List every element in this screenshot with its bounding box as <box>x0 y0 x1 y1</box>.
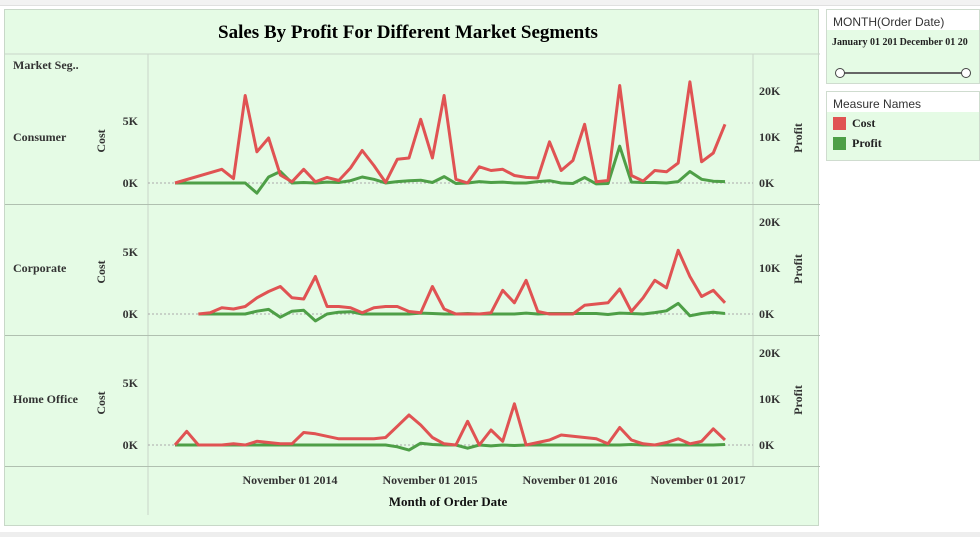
row-header: Market Seg.. <box>13 58 79 72</box>
right-tick-10k-corporate: 10K <box>759 261 781 275</box>
date-filter-title: MONTH(Order Date) <box>827 10 979 30</box>
right-tick-10k-consumer: 10K <box>759 130 781 144</box>
left-tick-5k-home-office: 5K <box>123 376 139 390</box>
right-axis-title-consumer: Profit <box>791 123 805 153</box>
profit-line-consumer <box>175 144 726 195</box>
date-range-end: December 01 20 <box>899 37 968 48</box>
chart-svg: Sales By Profit For Different Market Seg… <box>5 22 820 515</box>
right-axis-title-corporate: Profit <box>791 254 805 284</box>
right-tick-20k-consumer: 20K <box>759 84 781 98</box>
legend-item-cost[interactable]: Cost <box>827 112 979 132</box>
x-tick-label: November 01 2017 <box>650 473 745 487</box>
right-tick-0k-corporate: 0K <box>759 307 775 321</box>
legend-swatch-profit <box>833 137 846 150</box>
x-tick-label: November 01 2015 <box>382 473 477 487</box>
right-tick-0k-consumer: 0K <box>759 176 775 190</box>
right-axis-title-home-office: Profit <box>791 385 805 415</box>
date-filter-card: MONTH(Order Date) January 01 201 Decembe… <box>826 9 980 84</box>
legend-item-profit[interactable]: Profit <box>827 132 979 152</box>
slider-start-handle[interactable] <box>835 68 845 78</box>
cost-line-corporate <box>198 248 727 316</box>
right-tick-20k-home-office: 20K <box>759 346 781 360</box>
date-range-slider[interactable] <box>835 68 971 78</box>
chart-title: Sales By Profit For Different Market Seg… <box>218 22 598 43</box>
left-tick-0k-corporate: 0K <box>123 307 139 321</box>
left-axis-title-consumer: Cost <box>94 129 108 152</box>
measure-legend-card: Measure Names Cost Profit <box>826 91 980 161</box>
bottom-strip <box>0 532 980 537</box>
legend-label-cost: Cost <box>852 116 876 130</box>
left-tick-5k-consumer: 5K <box>123 114 139 128</box>
slider-track[interactable] <box>839 72 967 74</box>
segment-label-consumer: Consumer <box>13 130 67 144</box>
date-range-labels: January 01 201 December 01 20 <box>827 30 979 48</box>
left-tick-0k-home-office: 0K <box>123 438 139 452</box>
left-axis-title-home-office: Cost <box>94 391 108 414</box>
right-tick-20k-corporate: 20K <box>759 215 781 229</box>
legend-swatch-cost <box>833 117 846 130</box>
right-tick-10k-home-office: 10K <box>759 392 781 406</box>
x-axis-title: Month of Order Date <box>389 494 508 509</box>
right-tick-0k-home-office: 0K <box>759 438 775 452</box>
chart-viz-pane: Sales By Profit For Different Market Seg… <box>4 9 820 526</box>
x-tick-label: November 01 2014 <box>242 473 337 487</box>
top-toolbar-strip <box>0 0 980 6</box>
left-tick-0k-consumer: 0K <box>123 176 139 190</box>
left-tick-5k-corporate: 5K <box>123 245 139 259</box>
segment-label-corporate: Corporate <box>13 261 67 275</box>
x-tick-label: November 01 2016 <box>522 473 617 487</box>
profit-line-corporate <box>198 301 726 323</box>
segment-label-home-office: Home Office <box>13 392 79 406</box>
slider-end-handle[interactable] <box>961 68 971 78</box>
legend-title: Measure Names <box>827 92 979 112</box>
cost-line-consumer <box>174 80 727 185</box>
legend-label-profit: Profit <box>852 136 882 150</box>
cost-line-home-office <box>173 402 727 447</box>
left-axis-title-corporate: Cost <box>94 260 108 283</box>
date-range-start: January 01 201 <box>832 37 898 48</box>
